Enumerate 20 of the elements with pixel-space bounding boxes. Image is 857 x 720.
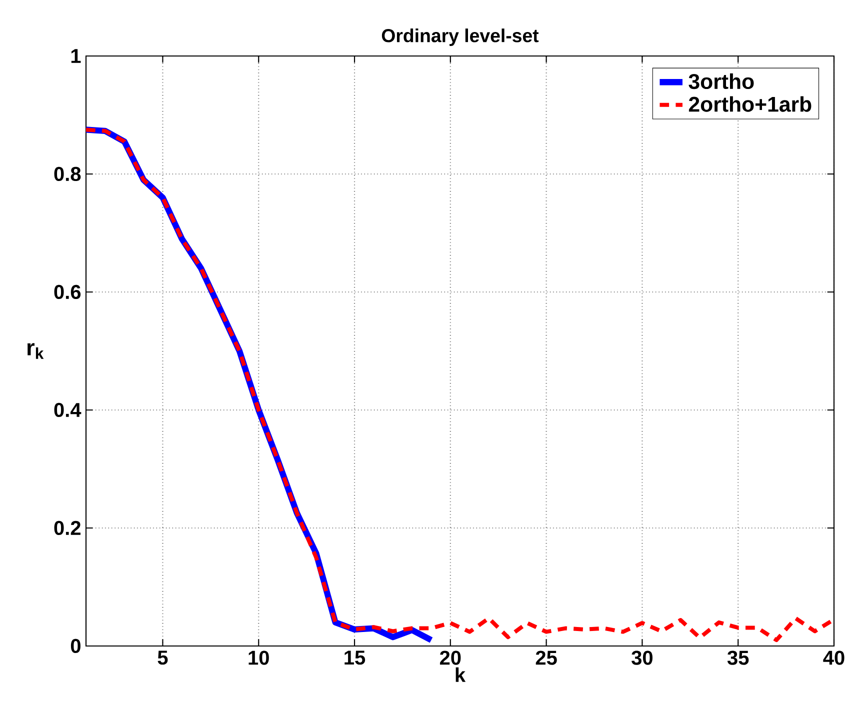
x-tick-label: 20 [440, 650, 461, 665]
x-tick-label: 25 [536, 650, 557, 665]
chart-title: Ordinary level-set [382, 28, 539, 46]
legend-label: 3ortho [688, 73, 754, 90]
x-tick-label: 15 [344, 650, 366, 665]
x-tick-label: 30 [632, 650, 652, 665]
x-tick-label: 35 [727, 650, 749, 665]
legend-label: 2ortho+1arb [688, 96, 812, 112]
x-tick-label: 10 [248, 650, 269, 665]
x-axis-title: k [456, 667, 466, 682]
y-tick-label: 0.4 [54, 402, 82, 418]
y-tick-label: 0.8 [54, 166, 81, 182]
y-tick-label: 1 [71, 49, 81, 63]
x-tick-label: 40 [823, 650, 844, 665]
y-tick-label: 0.2 [54, 520, 80, 536]
x-tick-label: 5 [158, 650, 168, 665]
line-series [86, 128, 834, 642]
y-tick-label: 0.6 [54, 284, 81, 300]
y-tick-label: 0 [70, 638, 80, 654]
y-axis-title: r$_{k}$ [28, 343, 44, 359]
